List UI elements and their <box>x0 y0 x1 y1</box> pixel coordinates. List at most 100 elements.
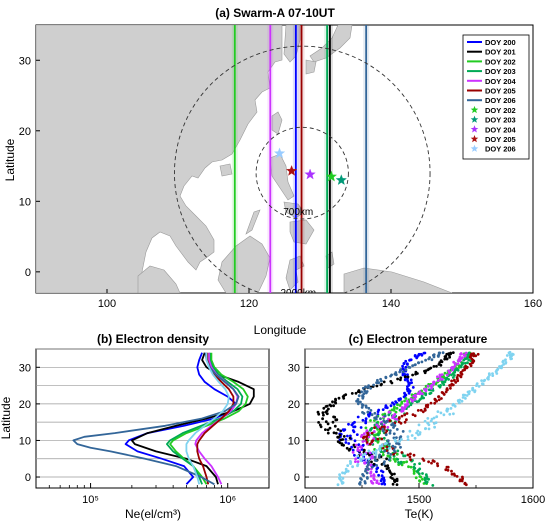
te-point-doy-206b <box>464 397 467 400</box>
te-point-doy-200 <box>350 445 353 449</box>
te-point-doy-206 <box>356 402 360 406</box>
te-point-doy-201 <box>372 462 376 466</box>
te-point-doy-204 <box>438 378 442 381</box>
ne-xlabel: Ne(el/cm³) <box>125 507 181 521</box>
te-point-doy-206 <box>365 476 369 479</box>
te-point-doy-202 <box>364 426 368 430</box>
te-point-doy-204 <box>456 362 460 366</box>
te-point-doy-206 <box>379 417 382 421</box>
te-point-doy-206 <box>369 409 373 412</box>
te-point-doy-206 <box>382 462 386 466</box>
te-point-doy-205 <box>444 468 448 472</box>
te-point-doy-204 <box>459 352 463 355</box>
te-point-doy-206 <box>430 358 434 362</box>
te-point-doy-206 <box>437 351 441 355</box>
te-point-doy-200 <box>403 378 407 382</box>
te-point-doy-200 <box>409 378 413 382</box>
te-point-doy-200 <box>419 352 423 356</box>
te-point-doy-201 <box>414 370 418 374</box>
te-point-doy-204 <box>445 373 449 377</box>
te-point-doy-201 <box>332 431 336 435</box>
te-point-doy-201 <box>395 477 399 481</box>
legend-label-doy-200: DOY 200 <box>485 38 516 47</box>
te-point-doy-200 <box>407 388 410 391</box>
te-point-doy-204 <box>354 457 357 461</box>
te-point-doy-203 <box>463 361 467 365</box>
te-point-doy-205 <box>412 453 416 457</box>
te-point-doy-202 <box>395 406 399 410</box>
te-point-doy-200 <box>364 419 368 423</box>
map-ytick-label: 30 <box>19 55 31 67</box>
te-point-doy-201 <box>337 435 340 439</box>
te-point-doy-206b <box>371 450 375 454</box>
te-point-doy-204 <box>458 355 462 359</box>
te-point-doy-200 <box>357 443 361 447</box>
te-point-doy-204 <box>369 470 373 474</box>
te-xlabel: Te(K) <box>405 507 434 521</box>
te-point-doy-200 <box>401 364 404 368</box>
te-point-doy-204 <box>369 474 373 478</box>
te-point-doy-201 <box>327 407 330 411</box>
te-point-doy-205 <box>366 431 369 435</box>
te-point-doy-206b <box>460 399 464 403</box>
ne-xtick-label: 10⁵ <box>82 494 99 506</box>
legend-label-doy-206: DOY 206 <box>485 96 516 105</box>
ne-ytick-label: 30 <box>19 362 31 374</box>
te-point-doy-205 <box>459 371 463 375</box>
te-point-doy-202 <box>374 433 378 437</box>
te-point-doy-203 <box>417 472 421 476</box>
te-point-doy-205 <box>455 475 459 478</box>
te-point-doy-206b <box>359 457 362 461</box>
te-point-doy-206b <box>378 444 382 448</box>
te-point-doy-204 <box>371 481 375 485</box>
te-point-doy-205 <box>409 458 412 462</box>
te-point-doy-202 <box>421 477 424 481</box>
te-point-doy-205 <box>454 381 458 384</box>
legend-label-doy-202: DOY 202 <box>485 57 516 66</box>
te-point-doy-205 <box>421 410 425 414</box>
te-point-doy-200 <box>394 400 397 403</box>
te-point-doy-205 <box>461 369 465 372</box>
te-point-doy-202 <box>414 476 418 480</box>
te-point-doy-201 <box>435 364 438 368</box>
te-point-doy-200 <box>399 397 402 401</box>
map-ytick-label: 0 <box>25 267 31 279</box>
te-point-doy-205 <box>476 352 480 356</box>
te-point-doy-204 <box>436 375 439 379</box>
te-point-doy-201 <box>403 375 407 379</box>
te-point-doy-202 <box>412 472 416 475</box>
te-point-doy-205 <box>453 378 456 382</box>
te-point-doy-206b <box>393 438 397 441</box>
te-point-doy-200 <box>361 443 365 447</box>
te-point-doy-201 <box>382 380 386 384</box>
te-point-doy-200 <box>349 434 352 438</box>
te-point-doy-202 <box>369 419 372 422</box>
te-point-doy-203 <box>451 376 455 379</box>
te-point-doy-201 <box>321 417 324 421</box>
te-point-doy-200 <box>380 474 384 478</box>
te-point-doy-206 <box>420 360 424 364</box>
te-point-doy-204 <box>432 380 436 384</box>
te-point-doy-206 <box>360 403 364 406</box>
te-point-doy-202 <box>405 460 409 464</box>
te-point-doy-206b <box>468 390 471 393</box>
te-point-doy-202 <box>400 400 404 404</box>
te-point-doy-205 <box>433 401 437 405</box>
te-point-doy-205 <box>471 352 475 356</box>
te-point-doy-206 <box>399 435 403 438</box>
te-point-doy-204 <box>354 460 357 463</box>
te-point-doy-206b <box>424 427 427 431</box>
te-point-doy-204 <box>369 463 373 467</box>
te-point-doy-204 <box>403 403 407 406</box>
te-point-doy-206 <box>428 356 432 359</box>
te-point-doy-206b <box>356 463 360 466</box>
te-point-doy-206 <box>383 414 387 418</box>
te-point-doy-206b <box>341 471 344 475</box>
te-point-doy-206 <box>394 373 398 377</box>
land-asia-mainland <box>36 25 283 293</box>
te-point-doy-204 <box>393 413 397 416</box>
te-point-doy-205 <box>385 449 389 452</box>
te-point-doy-206 <box>364 467 368 471</box>
te-point-doy-206b <box>461 396 465 399</box>
te-point-doy-206b <box>495 368 499 372</box>
